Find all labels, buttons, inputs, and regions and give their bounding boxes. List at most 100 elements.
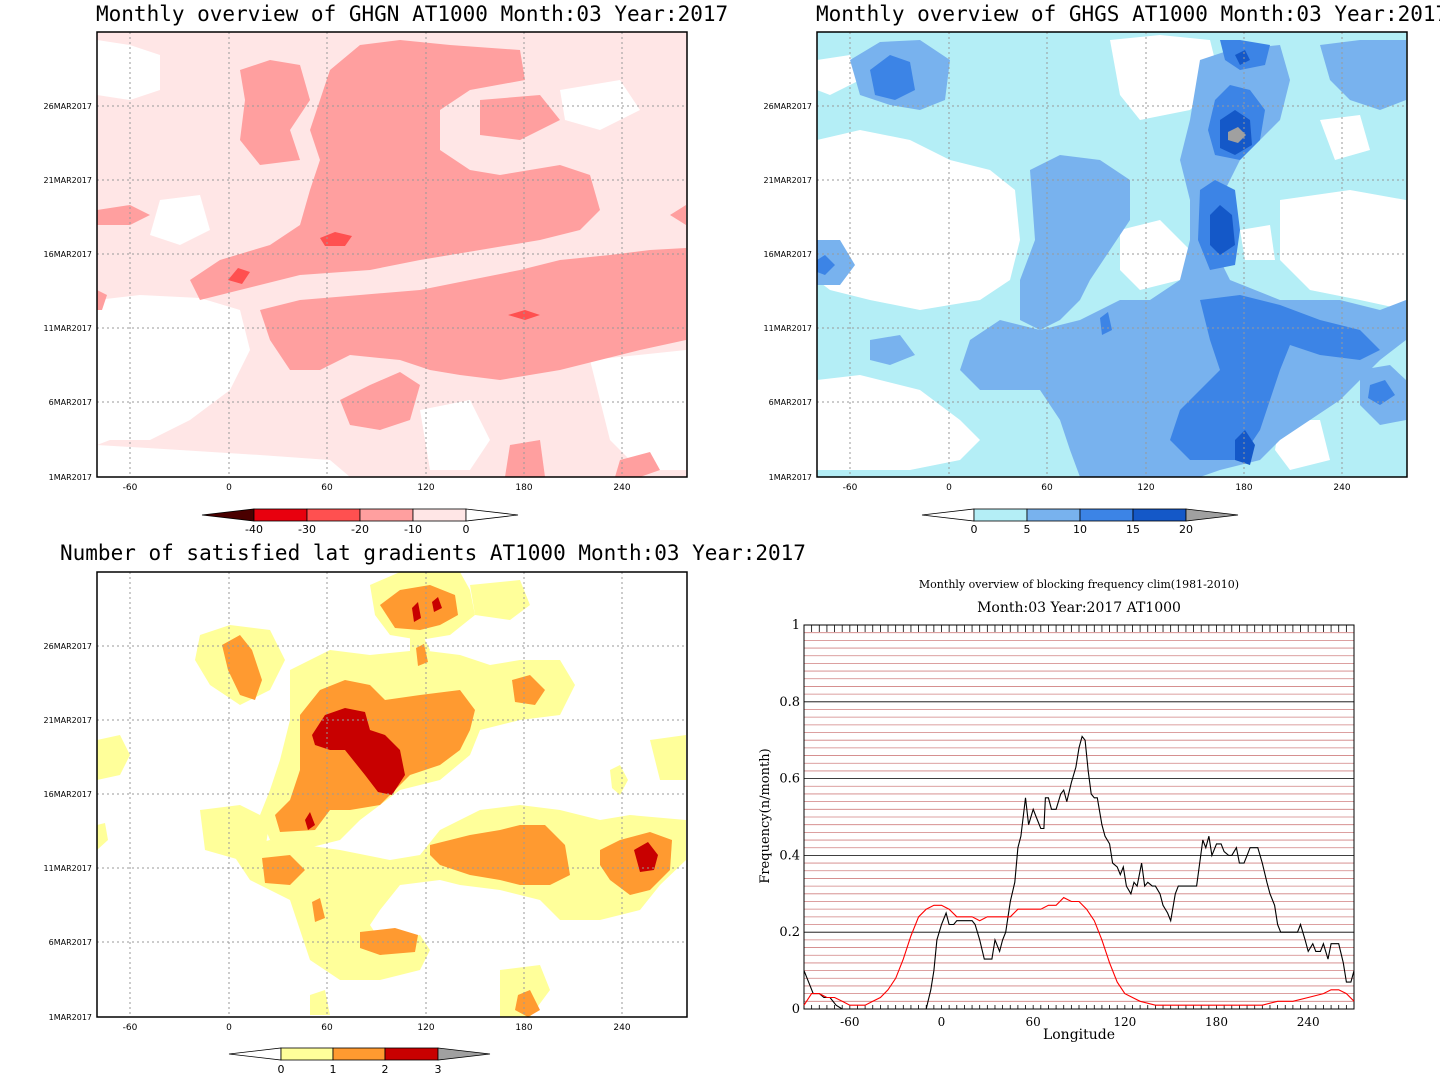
ghgs-15-region — [1235, 50, 1250, 65]
sat-2-region — [600, 832, 672, 895]
ghgn-m10-region — [97, 290, 107, 310]
ytick-label: 0.4 — [779, 848, 800, 863]
ghgs-5-region — [870, 335, 915, 365]
sat-2-region — [515, 990, 540, 1017]
sat-2-region — [222, 635, 262, 700]
sat-3-region — [432, 597, 442, 612]
sat-1-region — [97, 735, 130, 780]
ytick-label: 16MAR2017 — [44, 250, 92, 259]
sat-3-region — [412, 602, 421, 622]
colorbar-label: 3 — [435, 1063, 442, 1076]
colorbar-swatch — [1026, 508, 1081, 522]
xtick-label: 240 — [613, 1023, 630, 1033]
ytick-label: 1MAR2017 — [769, 473, 812, 482]
ghgn-m20-region — [508, 310, 540, 320]
ghgs-map: 26MAR2017 21MAR2017 16MAR2017 11MAR2017 … — [764, 31, 1408, 536]
ytick-label: 0.8 — [779, 695, 800, 710]
xtick-label: 0 — [226, 1023, 232, 1033]
ghgn-zero-region — [97, 40, 160, 100]
colorbar-max-triangle — [437, 1047, 491, 1061]
ghgn-m10-region — [260, 248, 686, 380]
satisfied-colorbar-labels: 0 1 2 3 — [278, 1063, 442, 1076]
ytick-label: 21MAR2017 — [764, 176, 812, 185]
series-line — [803, 896, 1355, 1006]
ytick-label: 26MAR2017 — [44, 102, 92, 111]
ghgs-zero-region — [817, 55, 860, 95]
sat-1-region — [470, 580, 530, 620]
colorbar-label: 0 — [463, 523, 470, 536]
colorbar-min-triangle — [201, 508, 255, 522]
ghgn-m20-region — [228, 268, 250, 284]
xtick-label: 60 — [321, 1023, 333, 1033]
xtick-label: -60 — [843, 483, 858, 493]
satisfied-xtick-labels: -60 0 60 120 180 240 — [123, 1023, 631, 1033]
colorbar-swatch — [384, 1047, 439, 1061]
ytick-label: 16MAR2017 — [764, 250, 812, 259]
colorbar-label: -40 — [245, 523, 263, 536]
colorbar-swatch — [332, 1047, 386, 1061]
colorbar-swatch — [973, 508, 1028, 522]
xtick-label: -60 — [123, 483, 138, 493]
xtick-label: -60 — [123, 1023, 138, 1033]
series-line — [803, 735, 1355, 1010]
ghgn-m20-region — [320, 232, 352, 246]
ytick-label: 0.6 — [779, 772, 800, 787]
colorbar-swatch — [359, 508, 414, 522]
satisfied-ytick-labels: 26MAR2017 21MAR2017 16MAR2017 11MAR2017 … — [44, 642, 92, 1022]
ghgn-m10-region — [340, 372, 420, 430]
satisfied-frame — [96, 571, 688, 1018]
ghgn-zero-region — [150, 195, 210, 245]
ytick-label: 16MAR2017 — [44, 790, 92, 799]
ghgs-10-region — [870, 55, 915, 100]
ghgs-15-region — [1210, 205, 1235, 255]
xtick-label: 120 — [1113, 1015, 1136, 1029]
colorbar-label: -20 — [351, 523, 369, 536]
xtick-label: 0 — [938, 1015, 946, 1029]
colorbar-label: 10 — [1073, 523, 1087, 536]
ghgn-m10-region — [670, 205, 686, 225]
colorbar-min-triangle — [228, 1047, 282, 1061]
ghgs-zero-region — [817, 375, 980, 470]
xtick-label: 0 — [226, 483, 232, 493]
ytick-label: 26MAR2017 — [44, 642, 92, 651]
ghgs-contours — [817, 35, 1406, 477]
colorbar-label: 0 — [278, 1063, 285, 1076]
colorbar-min-triangle — [921, 508, 975, 522]
colorbar-label: 0 — [971, 523, 978, 536]
ghgs-xtick-labels: -60 0 60 120 180 240 — [843, 483, 1351, 493]
ghgs-10-region — [1170, 295, 1380, 460]
ghgn-m10-region — [190, 40, 600, 300]
ghgs-15-region — [1235, 430, 1255, 465]
satisfied-colorbar — [228, 1047, 491, 1061]
xtick-label: 180 — [515, 483, 532, 493]
ytick-label: 11MAR2017 — [44, 324, 92, 333]
colorbar-max-triangle — [465, 508, 519, 522]
xtick-label: 0 — [946, 483, 952, 493]
xtick-label: 180 — [1235, 483, 1252, 493]
ytick-label: 6MAR2017 — [49, 398, 92, 407]
xtick-label: 120 — [417, 1023, 434, 1033]
ghgn-title: Monthly overview of GHGN AT1000 Month:03… — [96, 2, 729, 26]
xtick-label: 180 — [1205, 1015, 1228, 1029]
sat-3-region — [305, 812, 315, 830]
ghgs-ytick-labels: 26MAR2017 21MAR2017 16MAR2017 11MAR2017 … — [764, 102, 812, 482]
ytick-label: 6MAR2017 — [769, 398, 812, 407]
ghgs-10-region — [1368, 380, 1395, 405]
ytick-label: 11MAR2017 — [764, 324, 812, 333]
ytick-label: 1MAR2017 — [49, 1013, 92, 1022]
xtick-label: 240 — [613, 483, 630, 493]
ghgs-colorbar-labels: 0 5 10 15 20 — [971, 523, 1194, 536]
colorbar-label: 5 — [1024, 523, 1031, 536]
xtick-label: -60 — [840, 1015, 859, 1029]
ghgn-m10-region — [97, 205, 150, 225]
xtick-label: 180 — [515, 1023, 532, 1033]
ghgs-5-region — [960, 45, 1406, 477]
sat-2-region — [430, 825, 570, 885]
ytick-label: 11MAR2017 — [44, 864, 92, 873]
ytick-label: 21MAR2017 — [44, 716, 92, 725]
ghgn-zero-region — [150, 320, 240, 380]
sat-2-region — [262, 855, 305, 885]
colorbar-label: 2 — [382, 1063, 389, 1076]
satisfied-map: 26MAR2017 21MAR2017 16MAR2017 11MAR2017 … — [44, 571, 688, 1076]
ytick-label: 21MAR2017 — [44, 176, 92, 185]
